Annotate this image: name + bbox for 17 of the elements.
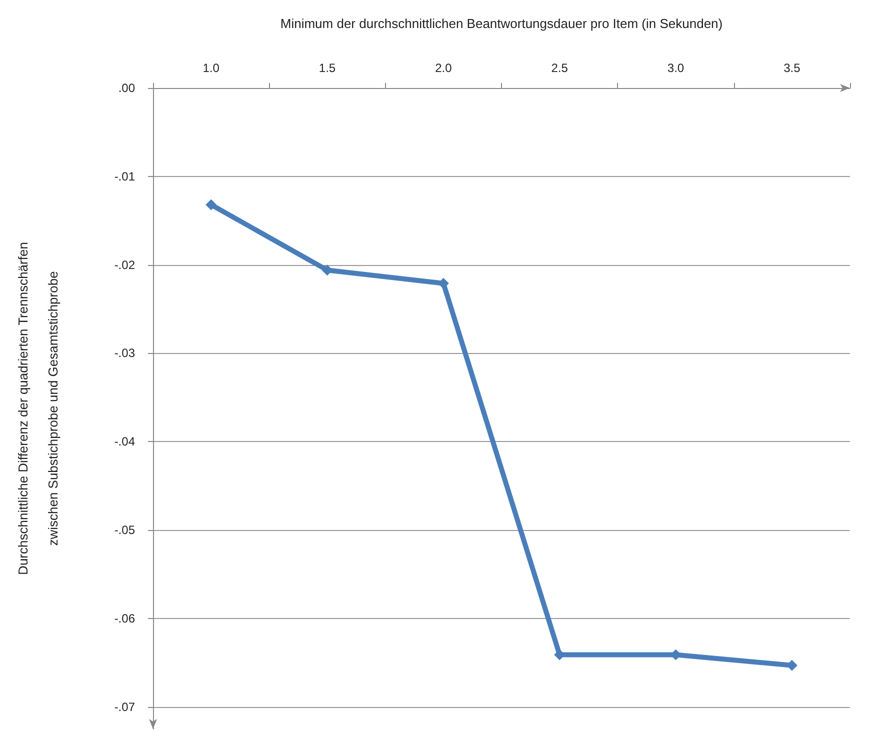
y-tick-label: -.06 bbox=[114, 611, 136, 626]
y-tick-label: -.01 bbox=[114, 169, 136, 184]
y-tick-label: -.07 bbox=[114, 700, 136, 714]
y-tick-label: -.05 bbox=[114, 523, 136, 538]
y-axis-title: Durchschnittliche Differenz der quadrierten Trennschärfen zwischen Substichprobe und Gesamtstichprobe bbox=[16, 242, 60, 575]
x-tick-label: 2.5 bbox=[551, 61, 568, 75]
x-tick-label: 1.5 bbox=[318, 61, 336, 75]
y-tick-label: .00 bbox=[118, 81, 136, 95]
y-tick-label: -.04 bbox=[114, 434, 136, 449]
x-tick-label: 1.0 bbox=[202, 61, 220, 75]
y-tick-label: -.02 bbox=[114, 258, 136, 272]
x-tick-label: 2.0 bbox=[435, 61, 452, 75]
x-tick-label: 3.0 bbox=[667, 61, 684, 75]
y-tick-label: -.03 bbox=[114, 346, 136, 360]
x-axis-title: Minimum der durchschnittlichen Beantwortungsdauer pro Item (in Sekunden) bbox=[280, 16, 723, 31]
x-tick-label: 3.5 bbox=[784, 61, 801, 75]
point bbox=[206, 199, 217, 210]
